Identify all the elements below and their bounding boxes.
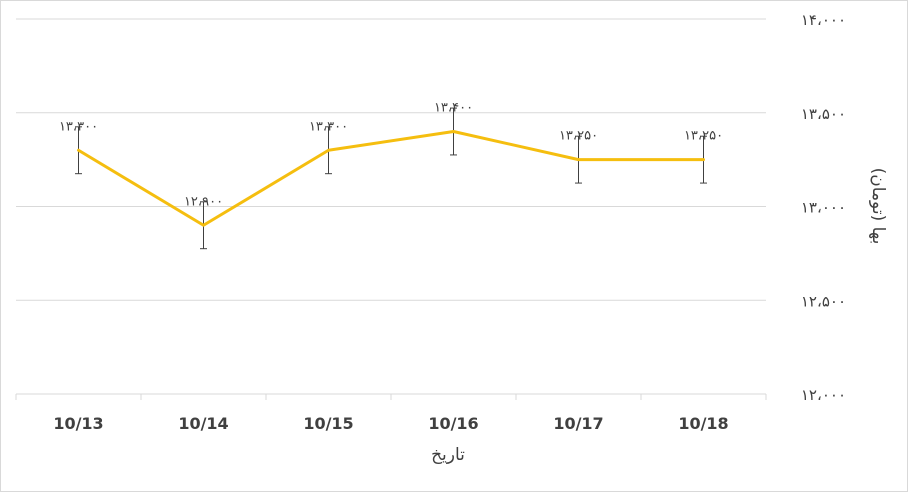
data-label: ۱۳،۲۵۰ <box>684 129 723 144</box>
y-tick-label: ۱۳،۰۰۰ <box>801 199 846 217</box>
y-tick-label: ۱۲،۰۰۰ <box>801 386 846 404</box>
x-tick-label: 10/13 <box>53 414 103 433</box>
x-tick-label: 10/15 <box>303 414 353 433</box>
data-label: ۱۳،۲۵۰ <box>559 129 598 144</box>
series-line <box>77 130 705 227</box>
data-label: ۱۳،۳۰۰ <box>309 119 348 134</box>
data-label: ۱۳،۴۰۰ <box>434 101 473 116</box>
x-tick-label: 10/18 <box>678 414 728 433</box>
y-tick-label: ۱۴،۰۰۰ <box>801 11 846 29</box>
y-axis-title: بها (تومان) <box>868 168 888 245</box>
x-axis-title: تاریخ <box>431 445 465 465</box>
y-tick-label: ۱۲،۵۰۰ <box>801 292 846 310</box>
x-tick-label: 10/17 <box>553 414 603 433</box>
x-tick-label: 10/14 <box>178 414 228 433</box>
y-tick-label: ۱۳،۵۰۰ <box>801 105 846 123</box>
data-label: ۱۳،۳۰۰ <box>59 119 98 134</box>
data-label: ۱۲،۹۰۰ <box>184 194 223 209</box>
x-tick-label: 10/16 <box>428 414 478 433</box>
